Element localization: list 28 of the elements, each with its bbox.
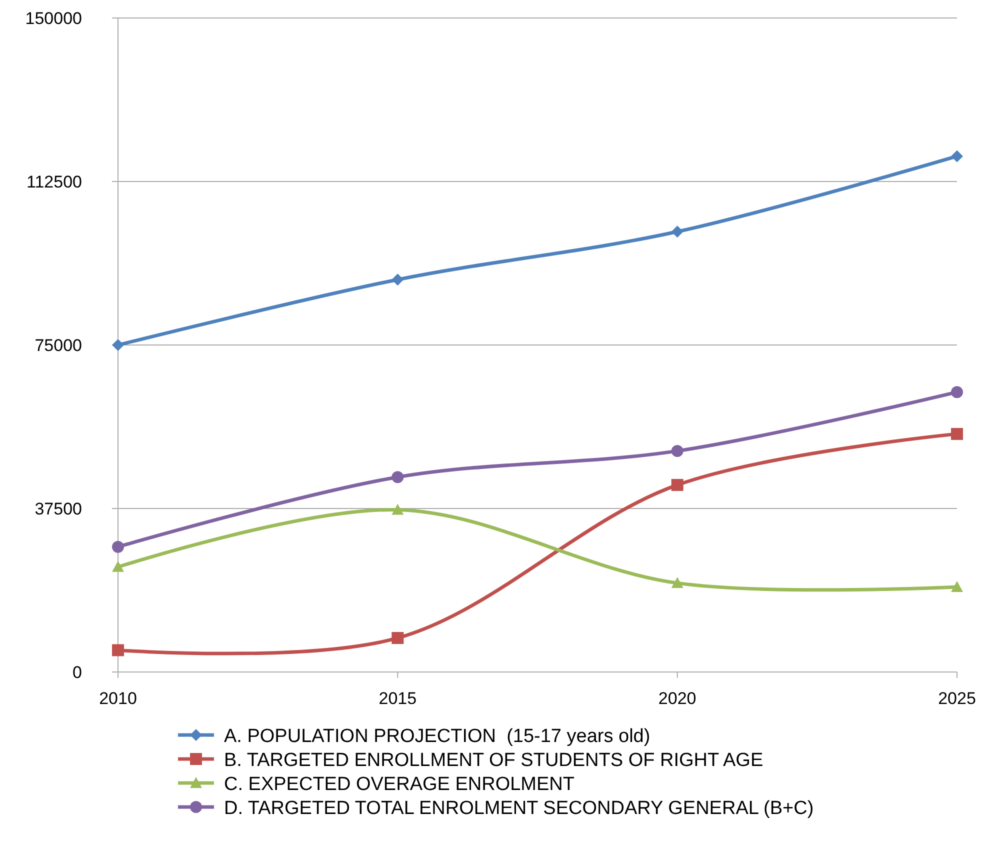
point <box>392 274 404 286</box>
point <box>671 444 684 457</box>
point <box>112 560 124 572</box>
y-tick-label: 37500 <box>34 500 82 518</box>
point <box>112 644 124 656</box>
point <box>112 540 124 553</box>
legend-label: A. POPULATION PROJECTION (15-17 years old) <box>224 726 650 747</box>
point <box>671 226 684 238</box>
point <box>392 471 404 484</box>
point <box>951 428 963 440</box>
y-tick-label: 150000 <box>25 9 82 28</box>
point <box>951 580 963 592</box>
x-tick-label: 2025 <box>938 689 976 708</box>
x-tick-label: 2015 <box>378 689 417 708</box>
point <box>671 478 684 491</box>
x-tick-label: 2020 <box>658 689 696 708</box>
legend-label: C. EXPECTED OVERAGE ENROLMENT <box>224 774 575 795</box>
point <box>951 150 963 162</box>
point <box>671 577 684 588</box>
x-tick-label: 2010 <box>99 689 137 708</box>
point <box>392 632 404 644</box>
point <box>951 386 963 398</box>
y-tick-label: 112500 <box>26 172 82 192</box>
y-tick-label: 75000 <box>34 336 82 355</box>
legend-label: B. TARGETED ENROLLMENT OF STUDENTS OF RIGHT AGE <box>224 750 764 771</box>
point <box>392 504 404 515</box>
y-tick-label: 0 <box>72 663 82 682</box>
legend-label: D. TARGETED TOTAL ENROLMENT SECONDARY GENERAL (B+C) <box>224 798 814 819</box>
